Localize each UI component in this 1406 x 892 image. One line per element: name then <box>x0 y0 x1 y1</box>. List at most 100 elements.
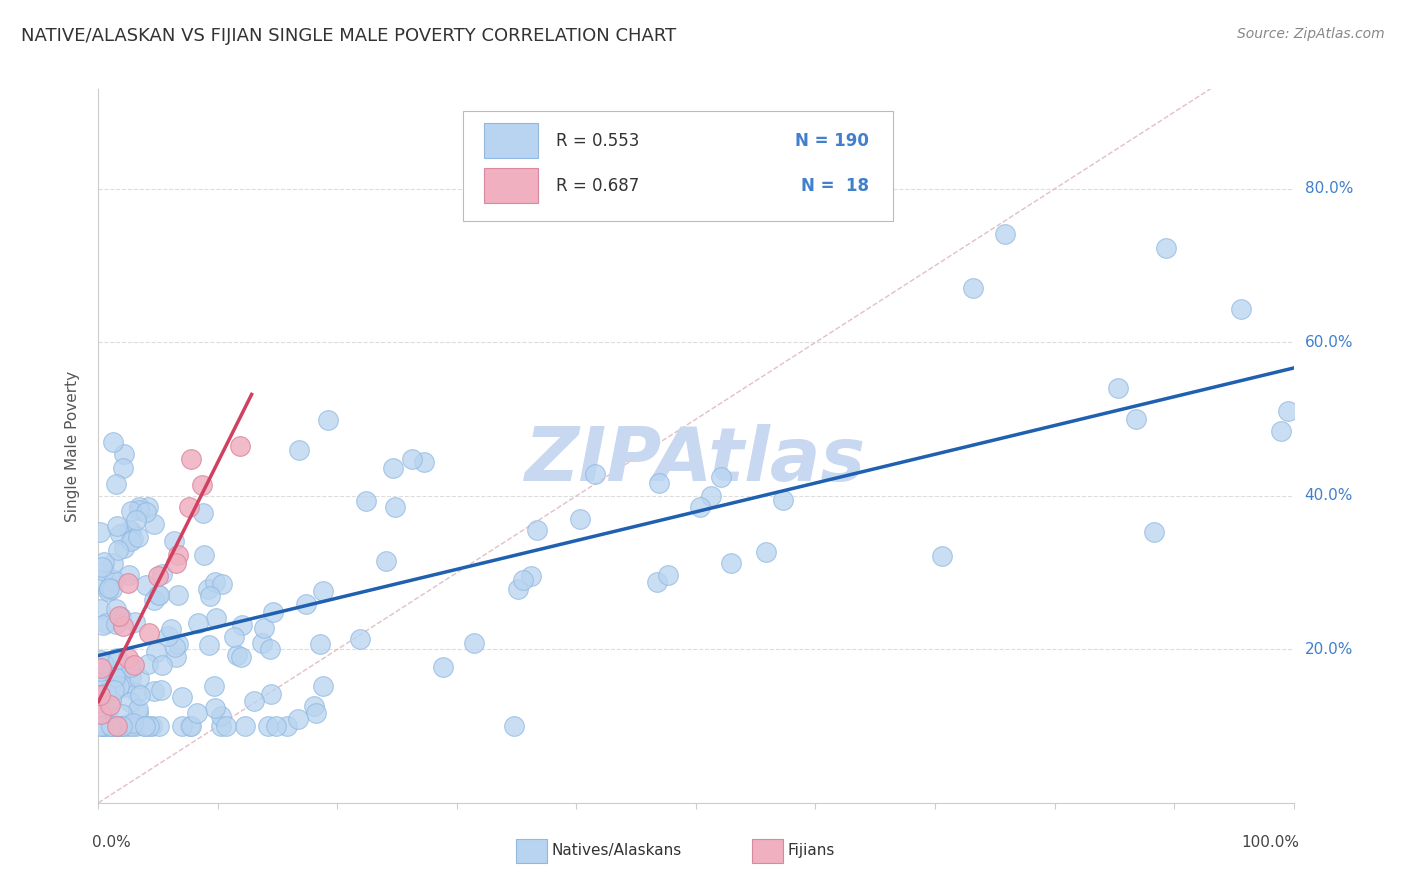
Point <box>148 719 170 733</box>
Point <box>121 719 143 733</box>
Point <box>91 559 114 574</box>
Point <box>120 534 142 549</box>
Point <box>503 719 526 733</box>
Point <box>105 519 128 533</box>
Point <box>135 577 157 591</box>
Point <box>112 541 135 556</box>
Point <box>180 452 202 467</box>
Point <box>276 719 298 733</box>
Point <box>710 470 733 484</box>
Point <box>91 656 114 670</box>
Point <box>160 623 183 637</box>
Text: N =  18: N = 18 <box>801 177 869 194</box>
Text: Source: ZipAtlas.com: Source: ZipAtlas.com <box>1237 27 1385 41</box>
Point <box>186 706 208 720</box>
Point <box>143 517 166 532</box>
Point <box>103 434 125 449</box>
Point <box>266 719 288 733</box>
Point <box>117 719 139 733</box>
Point <box>110 707 132 722</box>
Point <box>128 503 150 517</box>
Point <box>101 719 124 733</box>
Point <box>253 621 276 635</box>
Point <box>117 651 139 665</box>
Point <box>150 657 173 672</box>
Point <box>287 442 309 457</box>
Point <box>101 582 124 596</box>
Point <box>108 679 131 693</box>
Point <box>97 703 120 717</box>
Point <box>157 629 180 643</box>
Point <box>100 693 122 707</box>
Point <box>700 489 723 503</box>
Point <box>204 701 226 715</box>
Point <box>170 690 193 704</box>
Text: 60.0%: 60.0% <box>1305 334 1353 350</box>
Point <box>204 575 226 590</box>
Point <box>229 649 252 664</box>
Point <box>101 573 124 587</box>
Point <box>198 638 221 652</box>
Point <box>104 665 127 680</box>
Text: ZIPAtlas: ZIPAtlas <box>526 424 866 497</box>
Point <box>374 554 396 568</box>
Point <box>89 681 111 695</box>
Point <box>103 573 125 587</box>
Point <box>257 719 280 733</box>
Point <box>89 719 111 733</box>
Text: R = 0.687: R = 0.687 <box>557 177 640 194</box>
Point <box>129 688 152 702</box>
Point <box>312 679 335 693</box>
Point <box>349 632 371 647</box>
Point <box>90 652 112 666</box>
Point <box>105 477 128 491</box>
Point <box>1229 302 1251 317</box>
Point <box>107 652 129 666</box>
Point <box>125 719 148 733</box>
Point <box>96 719 118 733</box>
Point <box>124 615 146 630</box>
Point <box>110 719 132 733</box>
Point <box>413 455 436 469</box>
Point <box>91 711 114 725</box>
Point <box>193 548 215 562</box>
Point <box>647 574 669 589</box>
Point <box>205 611 228 625</box>
Point <box>648 475 671 490</box>
Point <box>91 719 114 733</box>
Point <box>356 494 378 508</box>
Point <box>98 716 121 731</box>
Point <box>118 524 141 538</box>
Point <box>135 505 157 519</box>
Point <box>689 500 711 514</box>
Text: NATIVE/ALASKAN VS FIJIAN SINGLE MALE POVERTY CORRELATION CHART: NATIVE/ALASKAN VS FIJIAN SINGLE MALE POV… <box>21 27 676 45</box>
Point <box>120 504 142 518</box>
Point <box>260 687 283 701</box>
Point <box>91 719 114 733</box>
Point <box>112 719 135 733</box>
Point <box>150 682 173 697</box>
Point <box>89 602 111 616</box>
Point <box>134 719 156 733</box>
Text: 0.0%: 0.0% <box>93 835 131 850</box>
Point <box>127 702 149 716</box>
Point <box>89 525 111 540</box>
Point <box>104 670 127 684</box>
Point <box>97 581 120 595</box>
Point <box>94 658 117 673</box>
Point <box>165 650 187 665</box>
Point <box>111 719 134 733</box>
Point <box>94 686 117 700</box>
Point <box>180 719 202 733</box>
Point <box>187 616 209 631</box>
Point <box>931 549 953 563</box>
Point <box>382 461 405 475</box>
Point <box>103 719 125 733</box>
Point <box>132 719 155 733</box>
Point <box>259 641 281 656</box>
Point <box>117 567 139 582</box>
FancyBboxPatch shape <box>463 111 893 221</box>
Point <box>105 719 128 733</box>
Point <box>127 706 149 721</box>
Point <box>143 592 166 607</box>
